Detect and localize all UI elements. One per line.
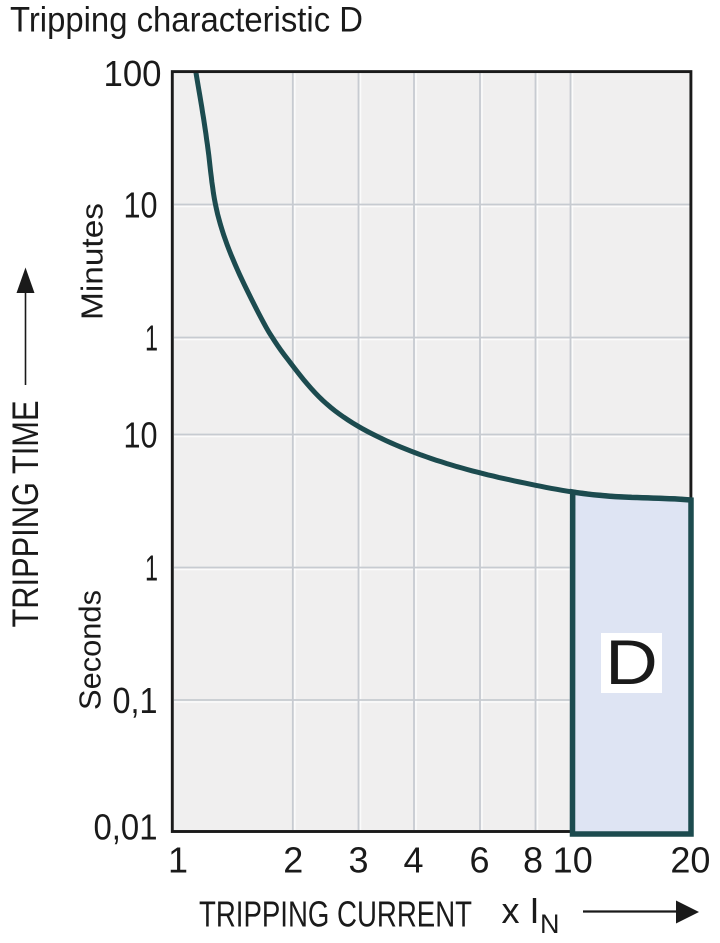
svg-text:20: 20 [670, 840, 710, 881]
svg-text:6: 6 [469, 840, 489, 881]
svg-text:10: 10 [553, 840, 593, 881]
svg-text:I: I [530, 890, 540, 931]
svg-text:8: 8 [523, 840, 543, 881]
svg-text:Seconds: Seconds [73, 590, 108, 710]
svg-text:0,1: 0,1 [113, 680, 158, 721]
svg-text:Minutes: Minutes [75, 203, 110, 320]
svg-text:1: 1 [145, 317, 158, 358]
svg-text:1: 1 [145, 547, 158, 588]
svg-text:4: 4 [403, 840, 423, 881]
svg-text:TRIPPING TIME: TRIPPING TIME [4, 401, 46, 628]
svg-text:100: 100 [104, 53, 162, 94]
svg-text:2: 2 [283, 840, 303, 881]
svg-text:x: x [502, 890, 520, 931]
svg-text:10: 10 [124, 184, 158, 225]
svg-text:1: 1 [168, 840, 188, 881]
svg-text:Tripping characteristic D: Tripping characteristic D [10, 1, 363, 40]
svg-text:10: 10 [124, 414, 158, 455]
svg-text:D: D [605, 628, 658, 698]
svg-text:TRIPPING CURRENT: TRIPPING CURRENT [199, 894, 472, 935]
svg-text:0,01: 0,01 [94, 807, 158, 848]
svg-text:3: 3 [348, 840, 368, 881]
svg-text:N: N [540, 909, 560, 939]
